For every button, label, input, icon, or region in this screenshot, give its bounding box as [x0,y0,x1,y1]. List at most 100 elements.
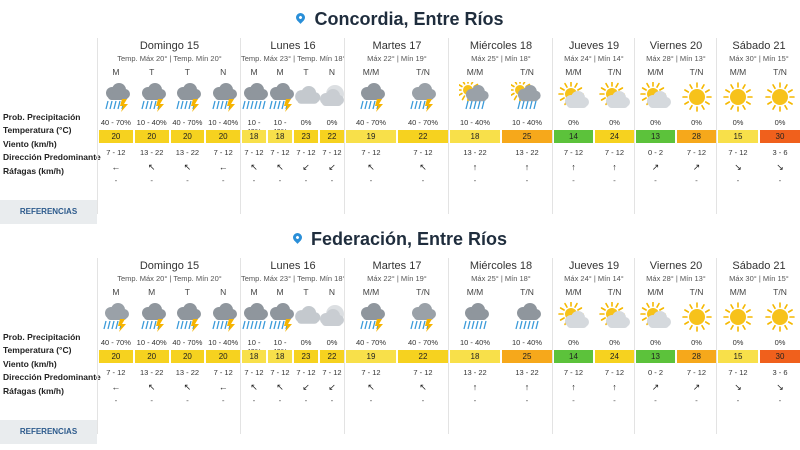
partly-moon-icon [316,82,348,112]
temperature-cell: 28 [677,130,716,143]
precip-probability: 10 - 40% [136,338,167,347]
precip-probability: 40 - 70% [355,118,387,127]
period-label: M [112,67,120,77]
precip-probability: 0% [774,118,786,127]
rain-heavy-icon [459,302,491,332]
day-min-max: Máx 24° | Mín 14° [564,54,624,63]
cloudy-icon [290,302,322,332]
temperature-cell: 15 [718,130,758,143]
precip-probability: 10 - 40% [511,338,543,347]
gust-value: - [186,396,189,405]
forecast-slot: N 0% 22 7 - 12 ↙ - [319,258,345,434]
forecast-slot: T/N 0% 28 7 - 12 ↗ - [676,258,717,434]
forecast-slot: M 10 - 40%187 - 12↖- [238,38,270,214]
gust-value: - [330,176,334,185]
storm-rain-icon [207,82,239,112]
storm-rain-icon [171,302,203,332]
temperature-cell: 25 [502,350,552,363]
wind-speed: 0 - 2 [647,368,663,377]
temperature-cell: 20 [170,350,205,363]
temperature-cell: 20 [170,130,205,143]
precip-probability: 40 - 70% [100,338,131,347]
temperature-cell: 24 [595,350,634,363]
forecast-slot: T/N 40 - 70% 22 7 - 12 ↖ - [397,38,449,214]
wind-direction-arrow-icon: ← [218,162,228,172]
wind-direction-arrow-icon: ↑ [612,162,617,172]
wind-direction-arrow-icon: ↗ [692,382,701,392]
forecast-slot: N 0% 22 7 - 12 ↙ - [319,38,345,214]
storm-rain-icon [136,82,168,112]
gust-value: - [736,176,740,185]
referencias-button[interactable]: REFERENCIAS [0,200,97,224]
gust-value: - [421,396,425,405]
gust-value: - [613,396,616,405]
period-label: M/M [647,287,664,297]
precip-probability: 0% [568,118,579,127]
period-label: N [220,287,227,297]
temperature-cell: 18 [268,350,292,363]
day-min-max: Máx 22° | Mín 19° [367,54,427,63]
gust-value: - [613,176,616,185]
wind-direction-arrow-icon: ↖ [250,162,258,172]
day-name: Jueves 19 [568,260,620,272]
gust-value: - [736,396,740,405]
period-label: M/M [466,67,484,77]
gust-value: - [252,396,256,405]
wind-speed: 13 - 22 [140,368,164,377]
precip-probability: 10 - 40% [208,118,239,127]
rain-heavy-icon [238,82,270,112]
temperature-cell: 18 [268,130,292,143]
day-column: Miércoles 18 Máx 25° | Mín 18° M/M 10 - 40… [448,258,553,434]
period-label: T/N [520,67,534,77]
referencias-button[interactable]: REFERENCIAS [0,420,97,444]
wind-speed: 7 - 12 [728,148,748,157]
gust-value: - [525,396,529,405]
gust-value: - [278,396,282,405]
temperature-cell: 20 [206,130,241,143]
wind-direction-arrow-icon: ↑ [571,162,576,172]
period-label: N [328,287,336,297]
precip-probability: 10 - 40% [511,118,543,127]
gust-value: - [654,176,657,185]
period-label: M/M [565,67,582,77]
sun-cloud-icon [557,81,590,112]
wind-direction-arrow-icon: ↑ [571,382,576,392]
forecast-slot: T 0% 23 7 - 12 ↙ - [293,38,321,214]
wind-direction-arrow-icon: ↖ [419,162,427,172]
wind-speed: 7 - 12 [686,148,707,157]
sun-cloud-icon [598,301,631,332]
wind-speed: 7 - 12 [106,148,126,157]
gust-value: - [369,176,373,185]
period-label: T/N [416,287,430,297]
day-name: Martes 17 [372,40,422,52]
wind-direction-arrow-icon: ↑ [524,382,530,392]
day-min-max: Temp. Máx 20° | Temp. Mín 20° [117,54,222,63]
forecast-slot: M/M 0% 14 7 - 12 ↑ - [553,258,594,434]
wind-speed: 13 - 22 [463,148,487,157]
gust-value: - [114,396,118,405]
precip-probability: 0% [691,118,702,127]
day-min-max: Máx 22° | Mín 19° [367,274,427,283]
forecast-slot: T 10 - 40% 20 13 - 22 ↖ - [134,38,170,214]
storm-rain-icon [207,302,239,332]
rain-heavy-icon [511,302,543,332]
wind-direction-arrow-icon: ↑ [612,382,617,392]
wind-direction-arrow-icon: ↖ [367,382,375,392]
wind-speed: 13 - 22 [515,368,539,377]
day-column: Miércoles 18 Máx 25° | Mín 18° M/M 10 - 40… [448,38,553,214]
forecast-slot: M/M 0% 14 7 - 12 ↑ - [553,38,594,214]
period-label: M/M [729,67,747,77]
day-name: Jueves 19 [568,40,620,52]
period-label: T/N [773,287,787,297]
precip-probability: 0% [609,118,620,127]
sun-icon [722,302,754,332]
forecast-slot: N 10 - 40% 20 7 - 12 ← - [205,38,241,214]
temperature-cell: 20 [99,350,133,363]
period-label: T/N [607,287,622,297]
temperature-cell: 15 [718,350,758,363]
period-label: M [148,287,156,297]
temperature-cell: 30 [760,130,800,143]
sun-icon [764,82,796,112]
gust-value: - [695,176,698,185]
wind-direction-arrow-icon: ↙ [302,382,310,392]
